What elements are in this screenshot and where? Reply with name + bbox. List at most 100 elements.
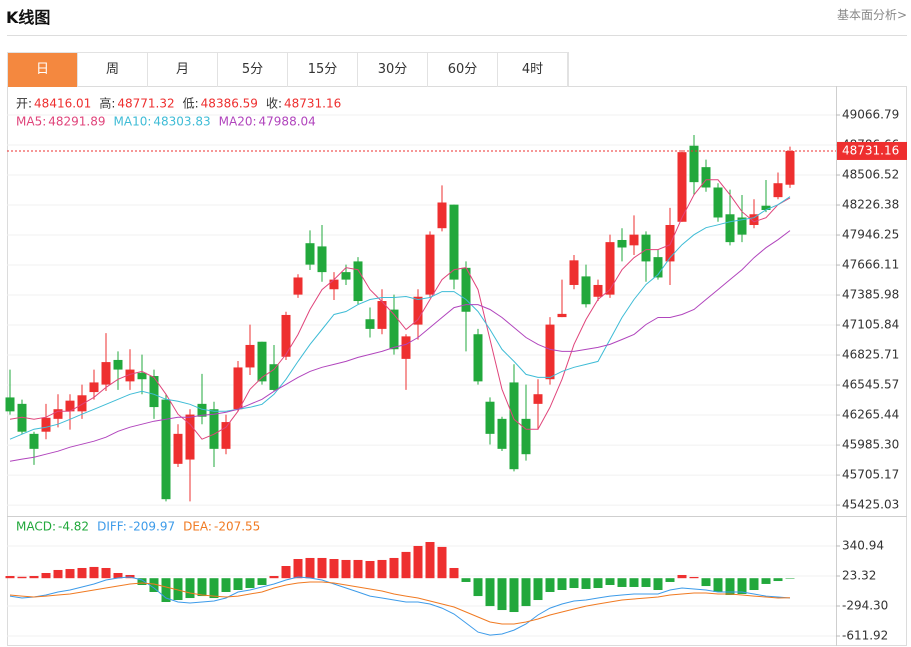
ma-legend-label: MA20:: [219, 115, 257, 129]
macd-bar: [329, 559, 339, 579]
macd-bar: [545, 578, 555, 592]
candle-body: [173, 433, 183, 464]
ohlc-label: 低:: [183, 97, 199, 111]
macd-bar: [113, 572, 123, 579]
period-tab[interactable]: 日: [8, 53, 78, 87]
period-tab[interactable]: 5分: [218, 53, 288, 87]
candle-body: [77, 395, 87, 412]
period-tab[interactable]: 4时: [498, 53, 568, 87]
candle-body: [725, 214, 735, 243]
candle-body: [305, 243, 315, 265]
macd-legend-value: -4.82: [58, 520, 89, 534]
candle-body: [665, 224, 675, 262]
ma-legend-value: 48291.89: [48, 115, 105, 129]
macd-bar: [785, 578, 795, 579]
period-tab[interactable]: 60分: [428, 53, 498, 87]
candle-body: [413, 296, 423, 325]
macd-bar: [233, 578, 243, 591]
macd-bar: [89, 566, 99, 579]
candle-body: [101, 362, 111, 385]
candle-body: [497, 418, 507, 449]
macd-bar: [29, 576, 39, 579]
candle-body: [713, 187, 723, 218]
candle-body: [125, 369, 135, 382]
macd-bar: [749, 578, 759, 591]
candle-body: [485, 401, 495, 434]
candle-body: [701, 167, 711, 188]
ma-legend-label: MA5:: [16, 115, 46, 129]
y-tick-label: 47666.11: [842, 258, 899, 272]
macd-bar: [101, 567, 111, 579]
y-tick-label: 47946.25: [842, 228, 899, 242]
candle-body: [473, 334, 483, 382]
candle-body: [137, 372, 147, 380]
candle-body: [17, 403, 27, 432]
macd-bar: [761, 578, 771, 584]
candle-body: [629, 234, 639, 246]
macd-bar: [65, 569, 75, 579]
macd-bar: [533, 578, 543, 601]
candle-body: [677, 152, 687, 222]
macd-bar: [257, 578, 267, 585]
period-tab[interactable]: 月: [148, 53, 218, 87]
macd-legend-value: -209.97: [129, 520, 175, 534]
candle-body: [365, 319, 375, 329]
period-tab[interactable]: 30分: [358, 53, 428, 87]
fundamental-link[interactable]: 基本面分析>: [836, 8, 907, 22]
macd-bar: [185, 578, 195, 599]
period-tab[interactable]: 15分: [288, 53, 358, 87]
candle-body: [29, 433, 39, 449]
candle-body: [233, 367, 243, 410]
candle-body: [5, 397, 15, 412]
candle-body: [65, 400, 75, 412]
period-tabs: 日周月 5分 15分 30分 60分 4时: [7, 52, 569, 87]
candle-body: [737, 217, 747, 235]
candle-body: [449, 204, 459, 280]
candle-body: [149, 376, 159, 408]
macd-bar: [305, 557, 315, 579]
candle-body: [593, 284, 603, 297]
candle-body: [785, 150, 795, 185]
candle-body: [605, 242, 615, 295]
candle-body: [761, 205, 771, 210]
candle-body: [197, 403, 207, 417]
grid-layer: [7, 114, 836, 637]
macd-bar: [569, 578, 579, 589]
y-tick-label: 45985.30: [842, 438, 899, 452]
ma-legend-label: MA10:: [114, 115, 152, 129]
candle-body: [641, 234, 651, 262]
macd-bar: [149, 578, 159, 592]
y-tick-label: 48506.52: [842, 168, 899, 182]
macd-bar: [701, 578, 711, 587]
y-tick-label: 340.94: [842, 538, 884, 552]
ohlc-label: 高:: [99, 96, 115, 111]
macd-bar: [593, 578, 603, 589]
macd-bar: [689, 576, 699, 579]
candle-body: [401, 336, 411, 359]
candle-body: [773, 183, 783, 198]
macd-bar: [437, 546, 447, 579]
candle-body: [209, 409, 219, 449]
header-divider: [7, 35, 907, 36]
candle-body: [389, 309, 399, 350]
ma-legend-value: 47988.04: [259, 115, 316, 129]
chart-frame: [7, 86, 907, 646]
macd-legend-label: DEA:: [183, 520, 212, 534]
macd-bar: [401, 551, 411, 579]
candle-body: [521, 418, 531, 455]
macd-legend-label: DIFF:: [97, 520, 127, 534]
candle-body: [437, 202, 447, 229]
macd-bar: [209, 578, 219, 599]
last-price-label: 48731.16: [842, 143, 899, 157]
y-tick-label: -294.30: [842, 599, 888, 613]
y-tick-label: 23.32: [842, 568, 876, 582]
candle-body: [341, 272, 351, 280]
candle-body: [53, 409, 63, 419]
macd-bar: [629, 578, 639, 587]
candle-body: [581, 276, 591, 305]
macd-bar: [269, 576, 279, 579]
period-tab[interactable]: 周: [78, 53, 148, 87]
macd-bar: [341, 559, 351, 579]
